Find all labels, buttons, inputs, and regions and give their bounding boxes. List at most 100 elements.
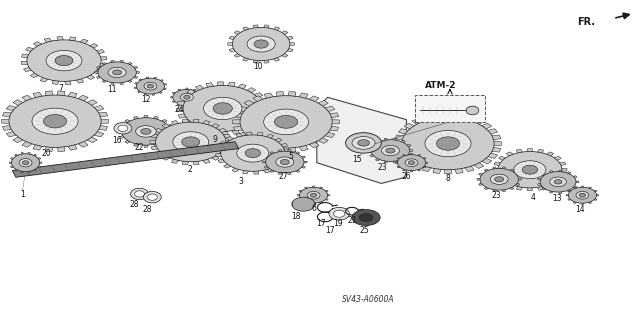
Polygon shape — [220, 141, 229, 146]
Polygon shape — [227, 137, 236, 142]
Polygon shape — [221, 130, 228, 135]
Polygon shape — [236, 133, 243, 138]
Polygon shape — [404, 123, 417, 130]
Polygon shape — [397, 158, 401, 160]
Polygon shape — [307, 140, 319, 148]
Ellipse shape — [540, 172, 576, 192]
Polygon shape — [91, 106, 104, 112]
Ellipse shape — [408, 161, 415, 165]
Ellipse shape — [136, 126, 156, 137]
Ellipse shape — [352, 210, 380, 226]
Polygon shape — [272, 27, 280, 32]
Polygon shape — [287, 145, 296, 152]
Text: 10: 10 — [253, 63, 263, 71]
Polygon shape — [36, 158, 41, 160]
Polygon shape — [300, 166, 305, 168]
Polygon shape — [370, 145, 375, 147]
Polygon shape — [287, 172, 291, 174]
Polygon shape — [263, 59, 269, 63]
Ellipse shape — [498, 152, 562, 188]
Ellipse shape — [490, 174, 508, 184]
Polygon shape — [545, 152, 554, 157]
Polygon shape — [463, 115, 474, 123]
Polygon shape — [10, 162, 13, 163]
Text: 28: 28 — [143, 205, 152, 214]
Ellipse shape — [397, 155, 426, 171]
Ellipse shape — [147, 194, 157, 200]
Polygon shape — [56, 91, 65, 98]
Polygon shape — [26, 47, 36, 53]
Polygon shape — [97, 119, 108, 123]
Polygon shape — [494, 162, 503, 166]
Ellipse shape — [232, 27, 290, 61]
Polygon shape — [223, 163, 233, 168]
Ellipse shape — [522, 165, 538, 174]
Polygon shape — [21, 54, 31, 58]
Polygon shape — [572, 185, 577, 188]
Text: 15: 15 — [352, 155, 362, 164]
Polygon shape — [581, 203, 584, 204]
Polygon shape — [326, 113, 339, 118]
Ellipse shape — [237, 144, 269, 162]
Ellipse shape — [204, 97, 242, 120]
Ellipse shape — [183, 85, 262, 131]
Polygon shape — [370, 154, 375, 157]
Polygon shape — [581, 186, 584, 188]
Polygon shape — [76, 95, 88, 103]
Polygon shape — [477, 178, 482, 180]
Polygon shape — [376, 140, 381, 143]
Polygon shape — [270, 169, 275, 172]
Text: 14: 14 — [575, 205, 586, 214]
Ellipse shape — [307, 191, 320, 199]
Polygon shape — [588, 187, 591, 189]
Polygon shape — [163, 88, 166, 90]
Text: 28: 28 — [130, 200, 139, 209]
Polygon shape — [499, 156, 508, 161]
Polygon shape — [444, 113, 452, 120]
Polygon shape — [307, 96, 319, 103]
Polygon shape — [160, 139, 167, 143]
Polygon shape — [247, 132, 253, 137]
Polygon shape — [166, 135, 173, 138]
Polygon shape — [493, 168, 500, 171]
Polygon shape — [127, 79, 132, 82]
Polygon shape — [84, 100, 97, 107]
Polygon shape — [545, 182, 554, 188]
Polygon shape — [285, 48, 293, 52]
Ellipse shape — [333, 210, 345, 217]
Polygon shape — [75, 77, 84, 83]
Polygon shape — [152, 116, 158, 120]
Ellipse shape — [44, 115, 67, 128]
Polygon shape — [527, 149, 532, 153]
Polygon shape — [417, 169, 420, 171]
Polygon shape — [234, 113, 246, 118]
Polygon shape — [406, 145, 411, 147]
Polygon shape — [97, 76, 102, 78]
Polygon shape — [33, 143, 44, 150]
Polygon shape — [324, 198, 328, 200]
Text: 23: 23 — [378, 163, 388, 172]
Polygon shape — [186, 88, 188, 90]
Text: 17: 17 — [324, 226, 335, 235]
Polygon shape — [182, 160, 189, 165]
Ellipse shape — [300, 187, 328, 203]
Polygon shape — [396, 135, 408, 140]
Polygon shape — [568, 190, 572, 192]
Ellipse shape — [156, 122, 226, 162]
Polygon shape — [276, 92, 285, 98]
Polygon shape — [552, 156, 561, 161]
Text: 9: 9 — [212, 135, 218, 144]
Polygon shape — [305, 187, 308, 189]
Ellipse shape — [514, 161, 546, 179]
Polygon shape — [237, 106, 250, 113]
Text: 12: 12 — [141, 95, 150, 104]
Polygon shape — [151, 145, 161, 150]
Polygon shape — [276, 160, 286, 165]
Text: 11: 11 — [108, 85, 116, 94]
Polygon shape — [573, 201, 577, 204]
Polygon shape — [393, 138, 397, 141]
Polygon shape — [195, 85, 205, 92]
Ellipse shape — [213, 103, 232, 114]
Polygon shape — [324, 190, 328, 192]
Ellipse shape — [141, 129, 151, 134]
